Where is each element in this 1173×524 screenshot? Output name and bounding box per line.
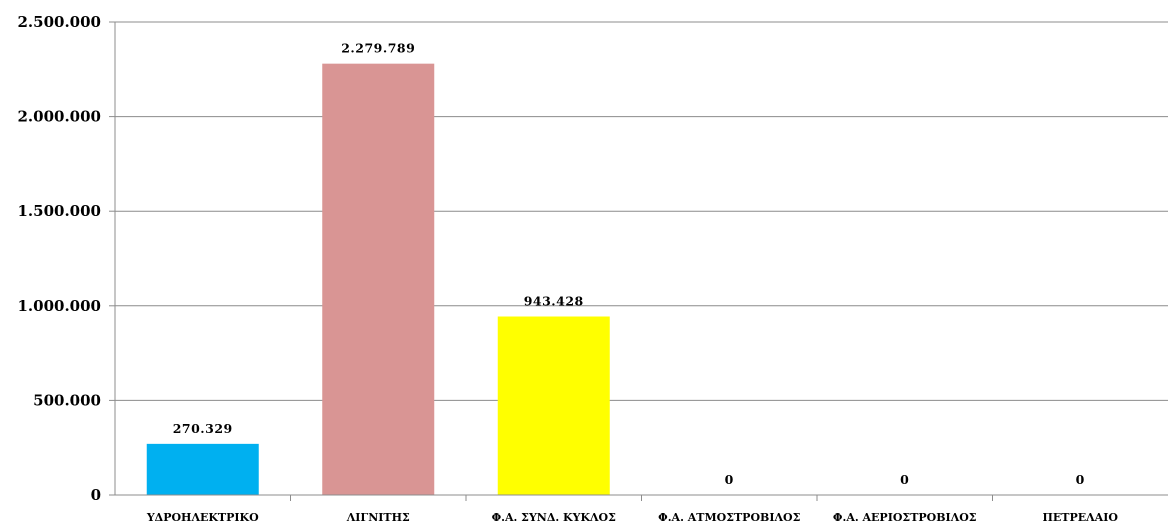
category-label: ΥΔΡΟΗΛΕΚΤΡΙΚΟ: [146, 511, 259, 524]
bar: [497, 316, 610, 495]
data-label: 2.279.789: [341, 41, 415, 56]
data-label: 0: [1076, 472, 1085, 487]
data-label: 943.428: [524, 294, 584, 309]
bar: [322, 63, 435, 496]
y-tick-label: 0: [91, 486, 101, 504]
y-tick-label: 2.000.000: [17, 108, 101, 126]
data-label: 270.329: [173, 421, 233, 436]
category-label: ΛΙΓΝΙΤΗΣ: [346, 511, 410, 524]
y-tick-label: 500.000: [33, 391, 101, 409]
y-tick-label: 2.500.000: [17, 13, 101, 31]
y-tick-label: 1.500.000: [17, 202, 101, 220]
data-label: 0: [725, 472, 734, 487]
x-axis-category-labels: ΥΔΡΟΗΛΕΚΤΡΙΚΟ ΛΙΓΝΙΤΗΣ Φ.Α. ΣΥΝΔ. ΚΥΚΛΟΣ Φ.…: [146, 511, 1119, 524]
bars: [146, 63, 610, 496]
y-axis-tick-labels: 0 500.000 1.000.000 1.500.000 2.000.000 2.500…: [17, 13, 101, 504]
category-label: ΠΕΤΡΕΛΑΙΟ: [1043, 511, 1119, 524]
gridlines: [115, 21, 1168, 401]
data-labels: 270.329 2.279.789 943.428 0 0 0: [173, 41, 1085, 487]
y-tick-label: 1.000.000: [17, 297, 101, 315]
data-label: 0: [900, 472, 909, 487]
bar: [146, 443, 259, 495]
category-label: Φ.Α. ΣΥΝΔ. ΚΥΚΛΟΣ: [492, 511, 617, 524]
axes: [109, 21, 1168, 501]
category-label: Φ.Α. ΑΕΡΙΟΣΤΡΟΒΙΛΟΣ: [833, 511, 977, 524]
category-label: Φ.Α. ΑΤΜΟΣΤΡΟΒΙΛΟΣ: [658, 511, 800, 524]
